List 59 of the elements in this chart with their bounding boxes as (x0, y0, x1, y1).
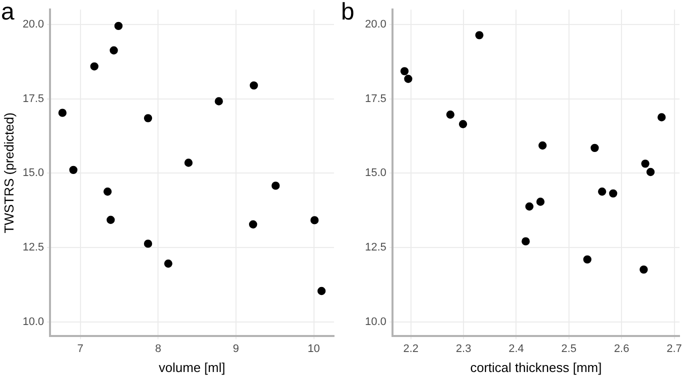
point (640, 265, 648, 274)
x-tick-label: 7 (77, 342, 84, 355)
x-tick-label: 2.3 (456, 342, 472, 355)
point (250, 81, 258, 90)
y-axis-title: TWSTRS (predicted) (1, 112, 16, 234)
point (609, 189, 618, 198)
point (641, 160, 650, 168)
point (446, 110, 454, 119)
point (317, 286, 326, 296)
point (404, 74, 412, 84)
y-tick-label: 20.0 (22, 18, 44, 31)
point (214, 97, 223, 106)
point (69, 166, 78, 174)
x-tick-label: 10 (308, 342, 320, 355)
chart-title: b (341, 0, 354, 26)
x-tick-label: 8 (155, 342, 162, 355)
chart-title: a (1, 0, 15, 26)
point (90, 62, 98, 71)
y-tick-label: 12.5 (364, 242, 386, 254)
x-tick-label: 2.5 (561, 342, 577, 355)
point (58, 108, 67, 117)
point (646, 168, 655, 176)
y-tick-label: 17.5 (22, 92, 44, 105)
point (106, 216, 115, 224)
y-tick-label: 10.0 (364, 316, 386, 328)
x-tick-label: 9 (232, 342, 240, 355)
point (458, 120, 468, 128)
x-axis-title: volume [ml] (158, 360, 226, 375)
x-axis-title: cortical thickness [mm] (470, 360, 602, 375)
y-tick-label: 15.0 (22, 167, 44, 180)
point (475, 31, 484, 40)
point (184, 158, 193, 167)
y-tick-label: 15.0 (364, 167, 386, 180)
point (110, 46, 118, 54)
point (144, 240, 152, 248)
x-tick-label: 2.7 (666, 342, 682, 355)
point (658, 113, 666, 122)
point (536, 198, 545, 206)
y-tick-label: 20.0 (364, 18, 386, 31)
y-tick-label: 10.0 (22, 316, 44, 328)
point (114, 22, 123, 30)
point (310, 216, 319, 224)
point (590, 144, 599, 152)
point (583, 255, 592, 264)
point (522, 237, 530, 246)
y-tick-label: 17.5 (364, 92, 386, 105)
point (248, 220, 258, 228)
x-tick-label: 2.2 (403, 342, 418, 355)
point (538, 141, 547, 150)
point (164, 260, 172, 268)
point (144, 114, 152, 122)
x-tick-label: 2.4 (508, 342, 524, 355)
point (598, 188, 606, 196)
y-tick-label: 12.5 (22, 242, 44, 254)
x-tick-label: 2.6 (614, 342, 630, 355)
point (525, 202, 534, 211)
point (272, 182, 280, 190)
point (103, 188, 112, 196)
point (400, 67, 409, 76)
